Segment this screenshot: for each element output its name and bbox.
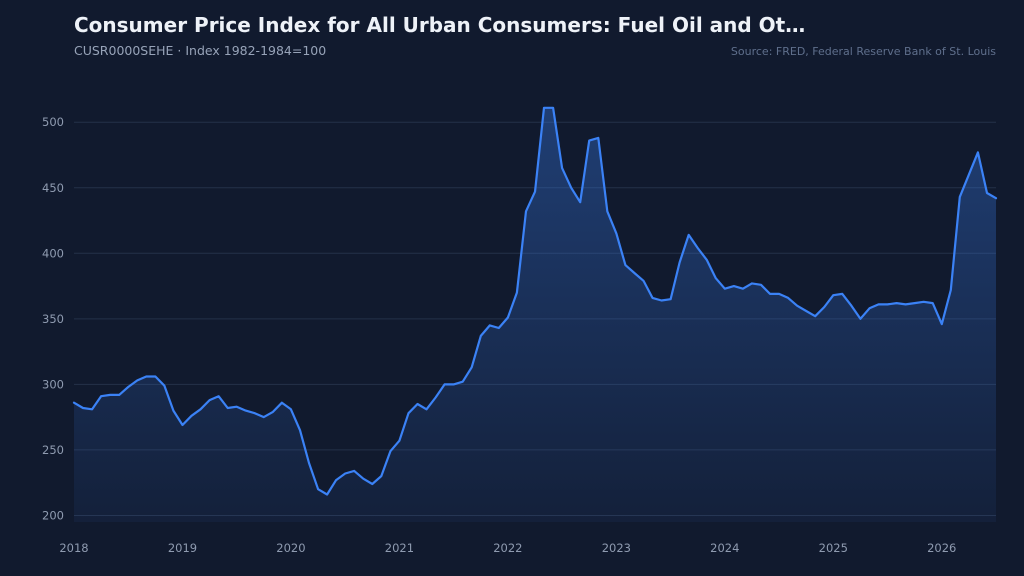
area-path [74, 107, 996, 523]
y-tick-label: 250 [42, 443, 64, 457]
x-tick-label: 2024 [710, 541, 739, 555]
x-tick-label: 2023 [602, 541, 631, 555]
x-tick-label: 2026 [927, 541, 956, 555]
x-tick-label: 2018 [59, 541, 88, 555]
x-tick-label: 2019 [168, 541, 197, 555]
series-line [72, 106, 998, 496]
x-axis: 2018 2019 2020 2021 2022 2023 2024 2025 2026 [59, 541, 956, 555]
chart-subtitle: CUSR0000SEHE · Index 1982-1984=100 [74, 43, 327, 58]
x-tick-label: 2022 [493, 541, 522, 555]
x-tick-label: 2021 [385, 541, 414, 555]
y-tick-label: 350 [42, 312, 64, 326]
y-tick-label: 500 [42, 115, 64, 129]
y-tick-label: 200 [42, 508, 64, 522]
source-note: Source: FRED, Federal Reserve Bank of St… [730, 45, 996, 58]
y-axis: 200 250 300 350 400 450 500 [42, 115, 64, 522]
y-tick-label: 300 [42, 377, 64, 391]
chart-title: Consumer Price Index for All Urban Consu… [74, 13, 806, 37]
x-tick-label: 2020 [276, 541, 305, 555]
y-tick-label: 450 [42, 181, 64, 195]
series-path [72, 106, 998, 496]
area-fill [74, 107, 996, 523]
x-tick-label: 2025 [819, 541, 848, 555]
y-tick-label: 400 [42, 246, 64, 260]
